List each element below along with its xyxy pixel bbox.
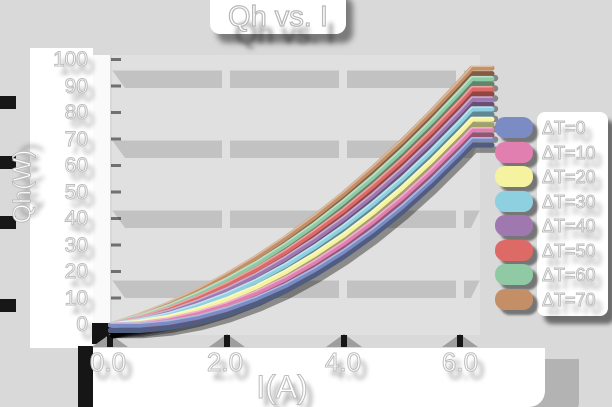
plot-area (112, 55, 480, 335)
legend-item: ΔT=50 (495, 239, 608, 262)
x-tick-label: 2.0 (206, 347, 244, 377)
y-label-panel (30, 48, 93, 348)
axis-shadow (78, 346, 93, 407)
legend-swatch-icon (495, 117, 533, 139)
legend-item: ΔT=10 (495, 141, 608, 164)
legend-swatch-icon (495, 288, 533, 310)
legend-label: ΔT=30 (542, 191, 597, 212)
x-tick-label: 6.0 (441, 347, 479, 377)
gridline-band (112, 70, 480, 88)
legend-label: ΔT=70 (542, 289, 597, 310)
x-tick-mark (209, 334, 245, 347)
y-tick-label: 30 (64, 233, 88, 257)
shadow-artifact (0, 299, 16, 312)
legend-swatch-icon (495, 239, 533, 261)
x-label-panel (93, 348, 545, 407)
y-tick-label: 0 (76, 313, 89, 336)
legend-swatch-icon (495, 264, 533, 286)
x-tick-mark (442, 334, 478, 347)
y-tick-label: 10 (64, 286, 88, 310)
legend-item: ΔT=70 (495, 288, 608, 311)
y-tick-label: 50 (64, 180, 88, 204)
y-axis-title: Qh(W) (8, 149, 37, 224)
vertical-gridline-seam (222, 55, 230, 335)
legend-label: ΔT=10 (542, 142, 597, 163)
y-tick-label: 80 (64, 101, 88, 124)
chart-title: Qh vs. I (227, 0, 328, 33)
y-tick-label: 100 (52, 48, 88, 71)
chart-title-box: Qh vs. I (210, 0, 346, 34)
x-tick-mark (92, 334, 128, 347)
x-tick-mark (326, 334, 362, 347)
x-axis-title: I(A) (256, 369, 309, 406)
x-tick-label: 4.0 (324, 347, 362, 377)
shadow-artifact (0, 216, 16, 229)
gridline-band (112, 280, 480, 298)
y-tick-label: 60 (64, 154, 88, 177)
legend-label: ΔT=0 (542, 118, 587, 139)
legend-label: ΔT=20 (542, 167, 597, 188)
y-tick-label: 20 (64, 260, 88, 283)
legend-item: ΔT=30 (495, 190, 608, 213)
legend-swatch-icon (495, 190, 533, 212)
x-tick-label: 0.0 (89, 347, 127, 377)
shadow-artifact (0, 96, 16, 109)
legend-item: ΔT=20 (495, 166, 608, 188)
legend-item: ΔT=0 (495, 117, 608, 139)
y-tick-label: 90 (64, 74, 88, 98)
gridline-band (112, 140, 480, 158)
legend-label: ΔT=40 (542, 216, 597, 237)
legend-label: ΔT=60 (542, 265, 597, 286)
legend-swatch-icon (495, 166, 533, 188)
shadow-artifact (0, 156, 16, 169)
legend-item: ΔT=40 (495, 215, 608, 237)
vertical-gridline-seam (456, 55, 464, 335)
gridline-band (112, 210, 480, 228)
y-tick-label: 40 (64, 207, 88, 230)
legend-swatch-icon (495, 141, 533, 163)
legend-item: ΔT=60 (495, 264, 608, 286)
legend: ΔT=0 ΔT=10 ΔT=20 ΔT=30 ΔT=40 ΔT=50 ΔT=60 (495, 112, 608, 316)
vertical-gridline-seam (339, 55, 347, 335)
legend-label: ΔT=50 (542, 240, 597, 261)
y-axis-line (93, 55, 121, 335)
legend-swatch-icon (495, 215, 533, 237)
y-tick-label: 70 (64, 127, 88, 151)
